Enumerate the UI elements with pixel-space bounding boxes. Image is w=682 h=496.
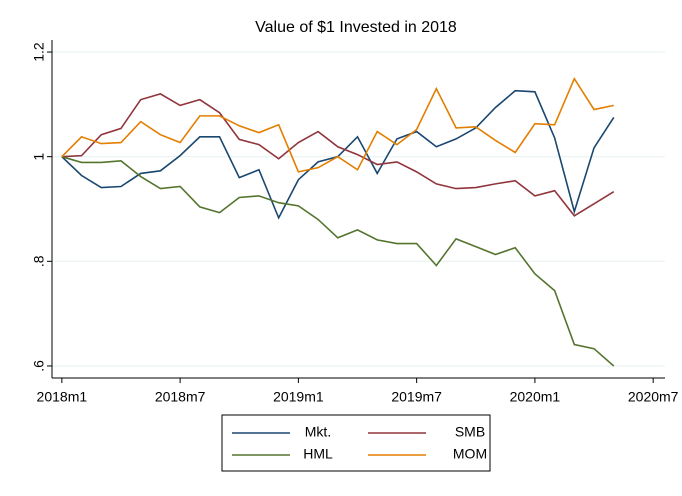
y-tick-label: 1.2 (31, 42, 47, 62)
x-tick-label: 2019m7 (391, 389, 442, 405)
x-tick-label: 2018m7 (155, 389, 206, 405)
x-tick-label: 2020m7 (628, 389, 679, 405)
x-tick-label: 2020m1 (510, 389, 561, 405)
y-tick-label: .8 (31, 255, 47, 267)
y-tick-label: .6 (31, 360, 47, 372)
chart-title: Value of $1 Invested in 2018 (255, 19, 457, 36)
legend-label: HML (303, 446, 333, 462)
x-tick-label: 2019m1 (273, 389, 324, 405)
series-line (61, 155, 615, 367)
legend-label: SMB (455, 424, 485, 440)
series-line (61, 93, 615, 217)
legend-label: Mkt. (305, 424, 331, 440)
legend-box (221, 414, 491, 472)
y-tick-label: 1 (31, 153, 47, 161)
x-tick-label: 2018m1 (37, 389, 88, 405)
series-line (61, 77, 614, 173)
legend-label: MOM (453, 446, 487, 462)
